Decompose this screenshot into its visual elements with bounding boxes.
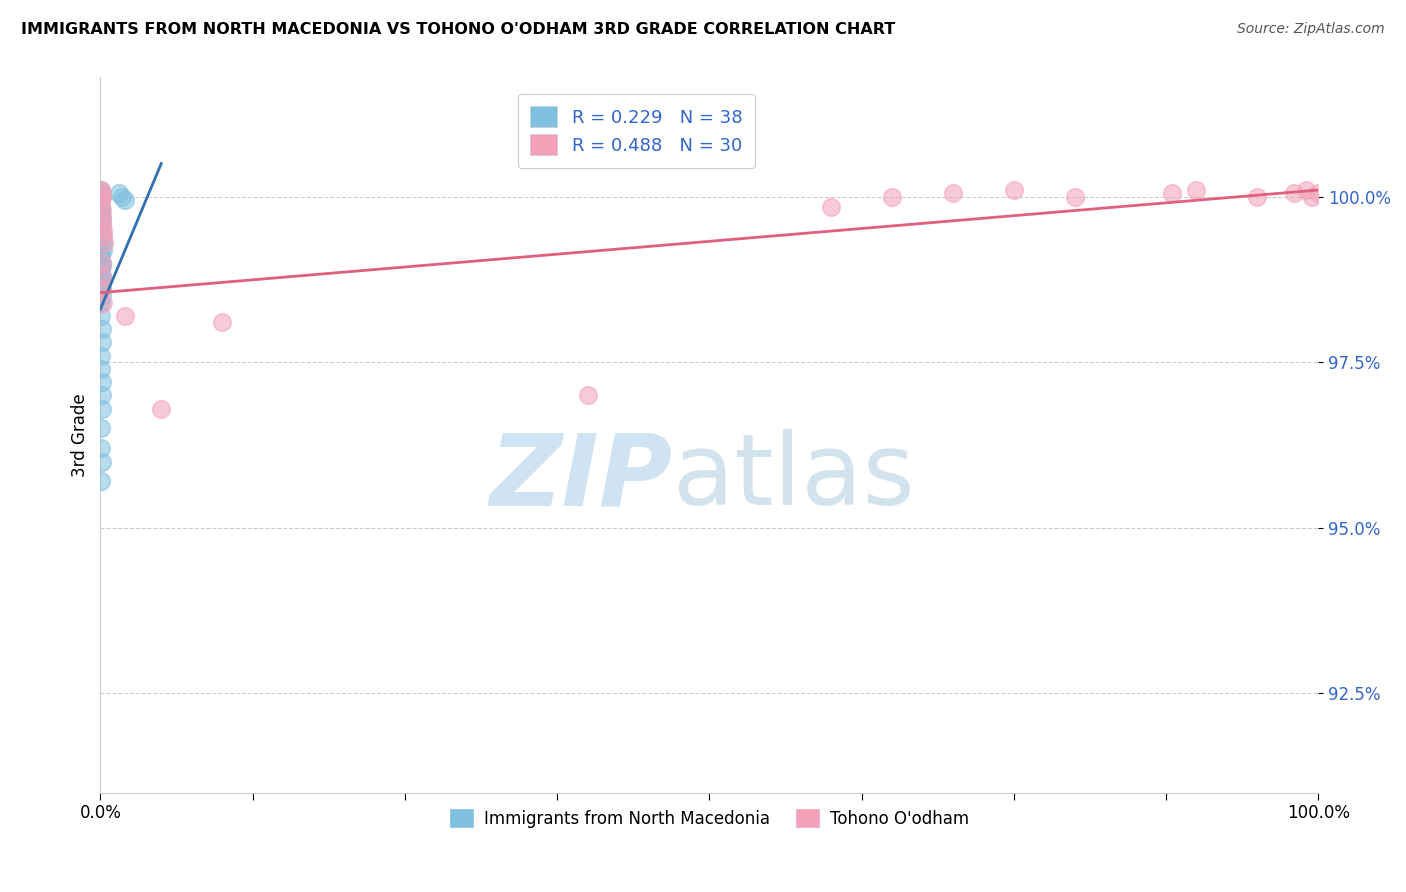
Text: IMMIGRANTS FROM NORTH MACEDONIA VS TOHONO O'ODHAM 3RD GRADE CORRELATION CHART: IMMIGRANTS FROM NORTH MACEDONIA VS TOHON… [21, 22, 896, 37]
Point [90, 210, 112, 224]
Point [90, 183, 112, 197]
Point [90, 309, 112, 323]
Point [91, 295, 114, 310]
Point [1246, 189, 1268, 203]
Point [91, 282, 114, 296]
Point [90, 249, 112, 263]
Point [90, 186, 112, 201]
Point [1308, 186, 1330, 201]
Point [1063, 189, 1085, 203]
Point [93, 235, 115, 250]
Point [90, 295, 112, 310]
Point [90, 322, 112, 336]
Point [942, 186, 965, 201]
Point [150, 401, 173, 416]
Point [90, 246, 112, 260]
Point [211, 316, 233, 330]
Point [90, 189, 112, 203]
Point [91, 216, 114, 230]
Point [90, 183, 112, 197]
Point [91, 388, 114, 402]
Point [1002, 183, 1025, 197]
Point [90, 202, 112, 217]
Point [90, 196, 112, 211]
Point [880, 189, 903, 203]
Point [91, 229, 114, 244]
Point [1295, 183, 1317, 197]
Point [91, 243, 114, 257]
Text: ZIP: ZIP [489, 429, 673, 526]
Point [114, 193, 136, 207]
Point [1185, 183, 1208, 197]
Point [93, 229, 115, 244]
Legend: Immigrants from North Macedonia, Tohono O'odham: Immigrants from North Macedonia, Tohono … [443, 802, 976, 834]
Text: Source: ZipAtlas.com: Source: ZipAtlas.com [1237, 22, 1385, 37]
Point [90, 256, 112, 270]
Point [90, 454, 112, 468]
Point [90, 269, 112, 284]
Point [90, 256, 112, 270]
Point [91, 282, 114, 296]
Point [1282, 186, 1305, 201]
Point [90, 276, 112, 290]
Point [90, 475, 112, 489]
Point [90, 421, 112, 435]
Point [90, 375, 112, 389]
Text: atlas: atlas [673, 429, 914, 526]
Point [90, 335, 112, 350]
Point [91, 235, 114, 250]
Point [1301, 189, 1323, 203]
Point [111, 189, 134, 203]
Point [90, 210, 112, 224]
Point [114, 309, 136, 323]
Point [91, 223, 114, 237]
Point [90, 186, 112, 201]
Point [107, 186, 129, 201]
Point [90, 259, 112, 273]
Point [90, 189, 112, 203]
Point [90, 200, 112, 214]
Point [90, 349, 112, 363]
Point [90, 361, 112, 376]
Point [1161, 186, 1184, 201]
Point [820, 200, 842, 214]
Point [91, 401, 114, 416]
Point [91, 223, 114, 237]
Point [90, 442, 112, 456]
Point [90, 269, 112, 284]
Point [90, 272, 112, 286]
Point [576, 388, 599, 402]
Point [90, 262, 112, 277]
Point [90, 289, 112, 303]
Point [90, 216, 112, 230]
Point [90, 202, 112, 217]
Point [90, 206, 112, 220]
Y-axis label: 3rd Grade: 3rd Grade [72, 393, 89, 477]
